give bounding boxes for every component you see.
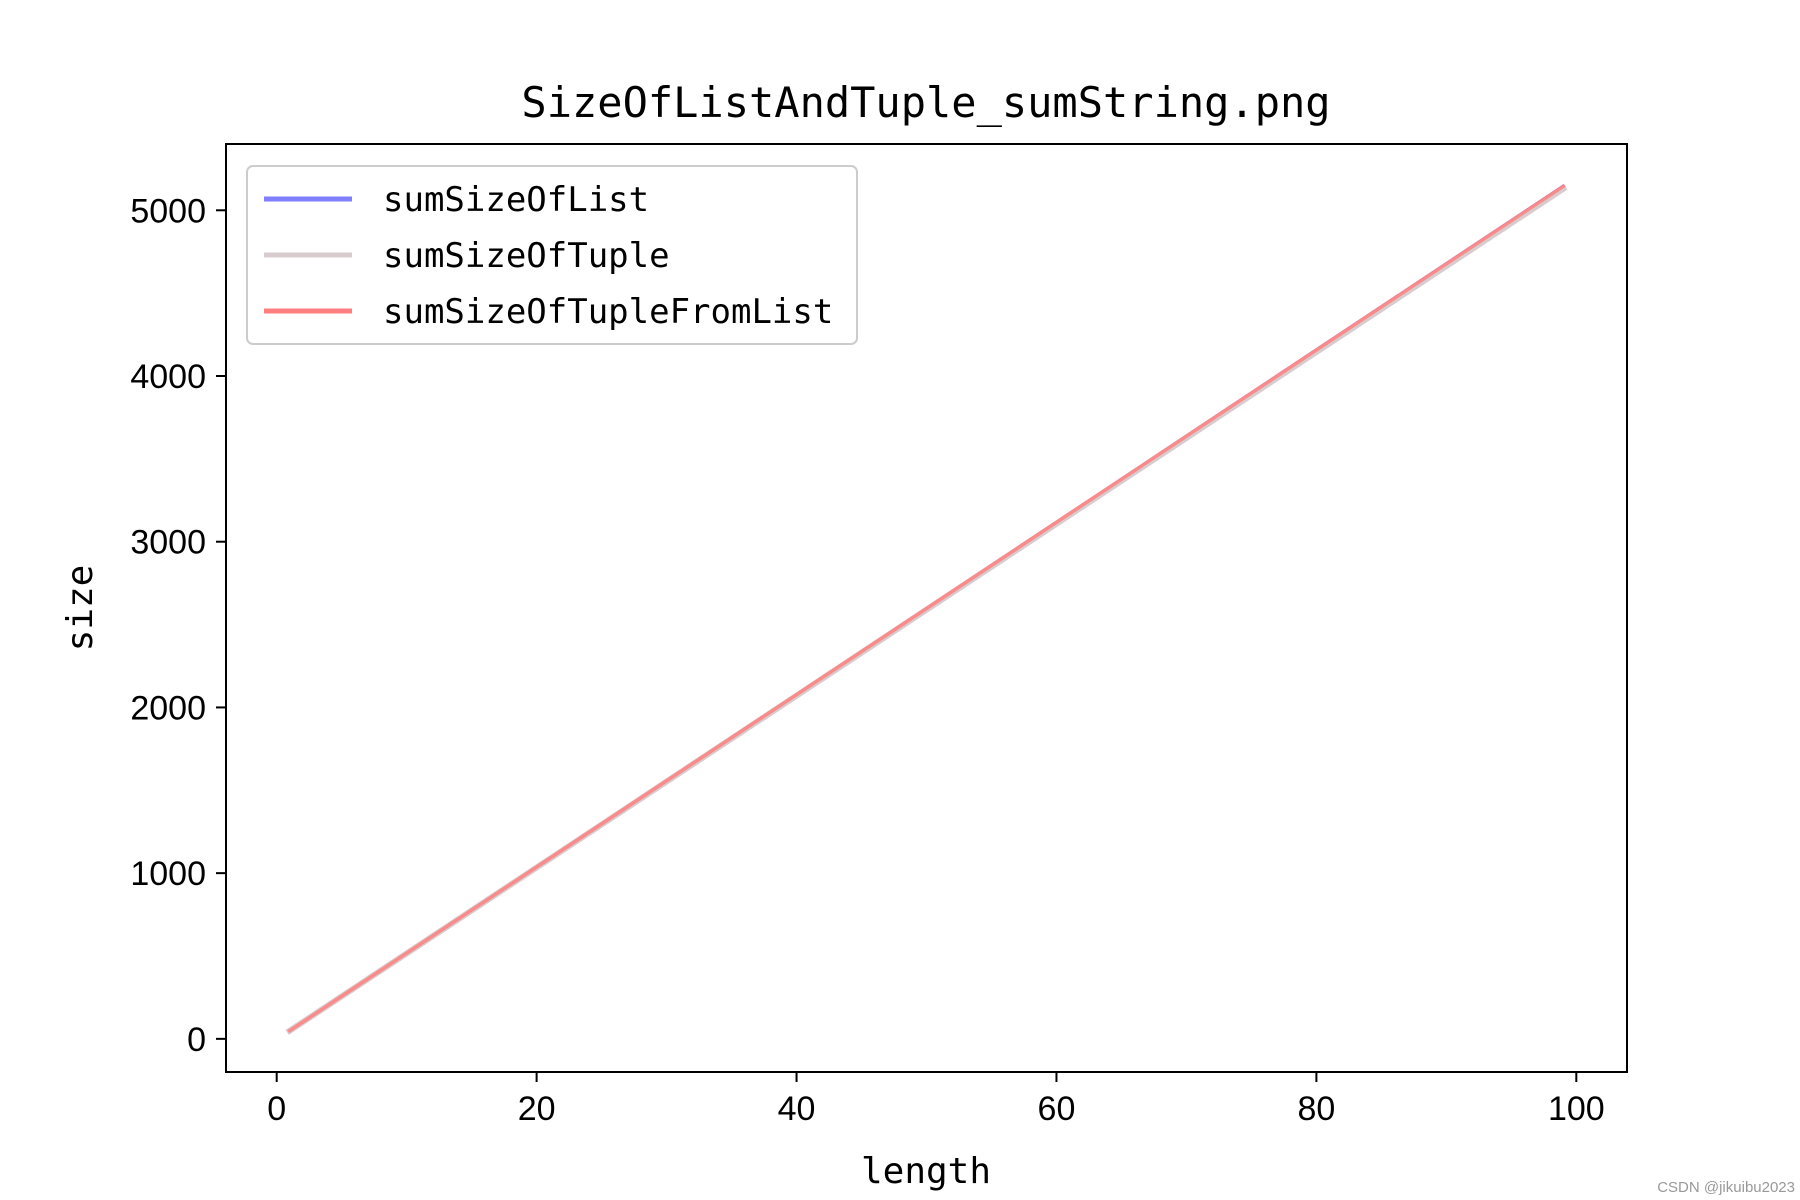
x-tick-label: 60 — [1038, 1090, 1076, 1128]
x-axis-label: length — [861, 1151, 991, 1192]
y-tick-label: 0 — [187, 1021, 206, 1059]
legend-box — [246, 165, 858, 345]
x-tick-label: 100 — [1548, 1090, 1605, 1128]
x-tick-label: 0 — [267, 1090, 286, 1128]
axes-frame — [225, 143, 1628, 1073]
watermark: CSDN @jikuibu2023 — [1657, 1179, 1795, 1196]
y-tick-label: 4000 — [130, 358, 206, 396]
chart-title: SizeOfListAndTuple_sumString.png — [521, 78, 1330, 127]
x-tick-label: 80 — [1297, 1090, 1335, 1128]
y-tick-label: 1000 — [130, 855, 206, 893]
plot-area: 0 20 40 60 80 100 0 1000 2000 3000 4000 5000 — [130, 143, 1628, 1128]
legend: sumSizeOfList sumSizeOfTuple sumSizeOfTupl… — [246, 165, 858, 345]
series-line-3 — [287, 183, 1566, 1034]
x-tick-label: 20 — [518, 1090, 556, 1128]
legend-label-3: sumSizeOfTupleFromList — [383, 292, 833, 332]
y-tick-label: 5000 — [130, 192, 206, 230]
legend-label-1: sumSizeOfList — [383, 180, 649, 220]
y-axis-label: size — [60, 565, 101, 652]
y-tick-label: 2000 — [130, 689, 206, 727]
y-axis-ticks: 0 1000 2000 3000 4000 5000 — [130, 192, 226, 1059]
series-layer — [285, 183, 1568, 1035]
legend-entries: sumSizeOfList sumSizeOfTuple sumSizeOfTupl… — [264, 180, 833, 332]
legend-label-2: sumSizeOfTuple — [383, 236, 670, 276]
x-tick-label: 40 — [778, 1090, 816, 1128]
y-tick-label: 3000 — [130, 524, 206, 562]
x-axis-ticks: 0 20 40 60 80 100 — [267, 1072, 1605, 1128]
